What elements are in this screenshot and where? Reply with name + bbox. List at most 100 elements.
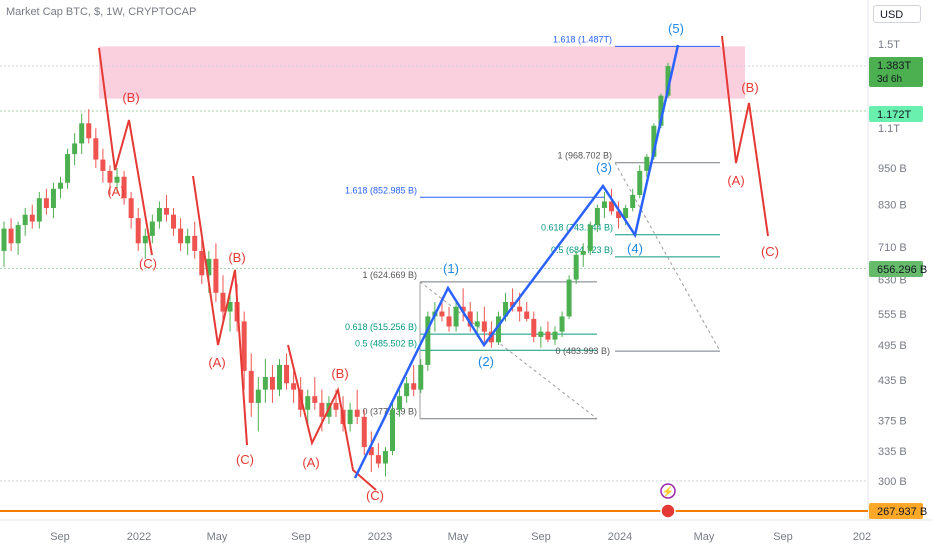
candle-body bbox=[481, 321, 487, 332]
candle-body bbox=[276, 364, 282, 390]
candle-body bbox=[446, 316, 452, 327]
candle-body bbox=[354, 409, 360, 417]
candle-body bbox=[262, 377, 268, 390]
candle-body bbox=[199, 250, 205, 276]
time-tick-label: Sep bbox=[291, 531, 311, 543]
price-badge-label: 267.937 B bbox=[877, 506, 927, 518]
time-tick-label: May bbox=[694, 531, 715, 543]
wave-label-red: (B) bbox=[331, 366, 348, 381]
candle-body bbox=[213, 258, 219, 293]
candle-body bbox=[531, 318, 537, 337]
candle-body bbox=[206, 258, 212, 276]
time-tick-label: May bbox=[448, 531, 469, 543]
candle-body bbox=[566, 279, 572, 317]
candle-body bbox=[36, 198, 42, 222]
candle-body bbox=[587, 225, 593, 251]
price-badge-label: 1.172T bbox=[877, 109, 912, 121]
fib-trend-line bbox=[419, 281, 598, 420]
candle-body bbox=[545, 331, 551, 340]
candle-body bbox=[248, 370, 254, 403]
candle-body bbox=[142, 235, 148, 244]
candle-body bbox=[368, 447, 374, 456]
candle-body bbox=[510, 301, 516, 307]
price-tick-label: 335 B bbox=[878, 446, 907, 458]
candle-body bbox=[107, 170, 113, 183]
candle-body bbox=[305, 396, 311, 410]
candle-body bbox=[93, 138, 99, 160]
annotation-overlays: 1.618 (1.487T) 1 (968.702 B) 1.618 (852.98… bbox=[0, 34, 868, 519]
wave-path-red bbox=[98, 47, 153, 256]
candle-body bbox=[644, 156, 650, 171]
price-tick-label: 435 B bbox=[878, 375, 907, 387]
candle-body bbox=[439, 311, 445, 317]
candle-body bbox=[538, 331, 544, 337]
wave-label-blue: (1) bbox=[443, 261, 459, 276]
candle-body bbox=[58, 182, 64, 189]
wave-label-blue: (3) bbox=[596, 160, 612, 175]
candle-body bbox=[333, 402, 339, 410]
candle-body bbox=[171, 214, 177, 229]
candle-body bbox=[220, 292, 226, 312]
candle-body bbox=[22, 214, 28, 226]
candle-body bbox=[474, 321, 480, 327]
candle-body bbox=[453, 306, 459, 327]
candle-body bbox=[397, 396, 403, 410]
candle-body bbox=[411, 383, 417, 390]
price-tick-label: 630 B bbox=[878, 275, 907, 287]
fib-level-label: 1.618 (852.985 B) bbox=[345, 185, 417, 195]
candle-body bbox=[637, 170, 643, 196]
price-badge-countdown: 3d 6h bbox=[877, 74, 902, 85]
fib-level-label: 1.618 (1.487T) bbox=[553, 34, 612, 44]
candle-body bbox=[192, 235, 198, 251]
price-badge bbox=[869, 503, 923, 519]
fib-level-label: 0.618 (743.144 B) bbox=[541, 223, 613, 233]
candle-body bbox=[390, 409, 396, 452]
candle-body bbox=[185, 235, 191, 244]
time-tick-label: 2022 bbox=[127, 531, 151, 543]
candle-body bbox=[65, 154, 71, 183]
candle-body bbox=[361, 416, 367, 448]
fib-level-label: 0.5 (485.502 B) bbox=[355, 338, 417, 348]
candle-body bbox=[79, 123, 85, 144]
candle-body bbox=[100, 159, 106, 171]
fib-level-label: 1 (624.669 B) bbox=[362, 270, 417, 280]
candle-body bbox=[15, 225, 21, 244]
elliott-wave-paths bbox=[98, 35, 769, 491]
price-tick-label: 710 B bbox=[878, 242, 907, 254]
candle-body bbox=[291, 383, 297, 390]
wave-path-red bbox=[287, 344, 377, 491]
candle-body bbox=[467, 311, 473, 327]
currency-button[interactable]: USD bbox=[873, 5, 921, 23]
time-tick-label: Sep bbox=[531, 531, 551, 543]
wave-label-red: (B) bbox=[741, 80, 758, 95]
candle-body bbox=[319, 402, 325, 417]
fib-level-label: 0.618 (515.256 B) bbox=[345, 322, 417, 332]
price-badge bbox=[869, 57, 923, 87]
wave-label-red: (A) bbox=[208, 355, 225, 370]
candle-body bbox=[312, 396, 318, 403]
candle-body bbox=[43, 198, 49, 208]
candle-body bbox=[552, 331, 558, 340]
resistance-zone bbox=[99, 46, 745, 99]
wave-path-red bbox=[721, 35, 769, 237]
wave-label-red: (C) bbox=[761, 244, 779, 259]
time-tick-label: 202 bbox=[853, 531, 871, 543]
price-tick-label: 830 B bbox=[878, 200, 907, 212]
candle-body bbox=[284, 364, 290, 384]
fib-level-label: 0 (483.993 B) bbox=[555, 346, 610, 356]
price-tick-label: 300 B bbox=[878, 476, 907, 488]
candle-body bbox=[665, 66, 671, 96]
wave-label-red: (B) bbox=[228, 250, 245, 265]
candle-body bbox=[178, 228, 184, 244]
candle-body bbox=[524, 311, 530, 319]
candle-body bbox=[460, 306, 466, 312]
fib-level-label: 0.5 (684.723 B) bbox=[551, 245, 613, 255]
candle-body bbox=[418, 364, 424, 390]
price-badge-label: 1.383T bbox=[877, 60, 912, 72]
candle-body bbox=[623, 207, 629, 219]
wave-label-red: (C) bbox=[366, 488, 384, 503]
us-flag-event-icon bbox=[660, 503, 676, 519]
price-tick-label: 495 B bbox=[878, 340, 907, 352]
candle-body bbox=[269, 377, 275, 390]
